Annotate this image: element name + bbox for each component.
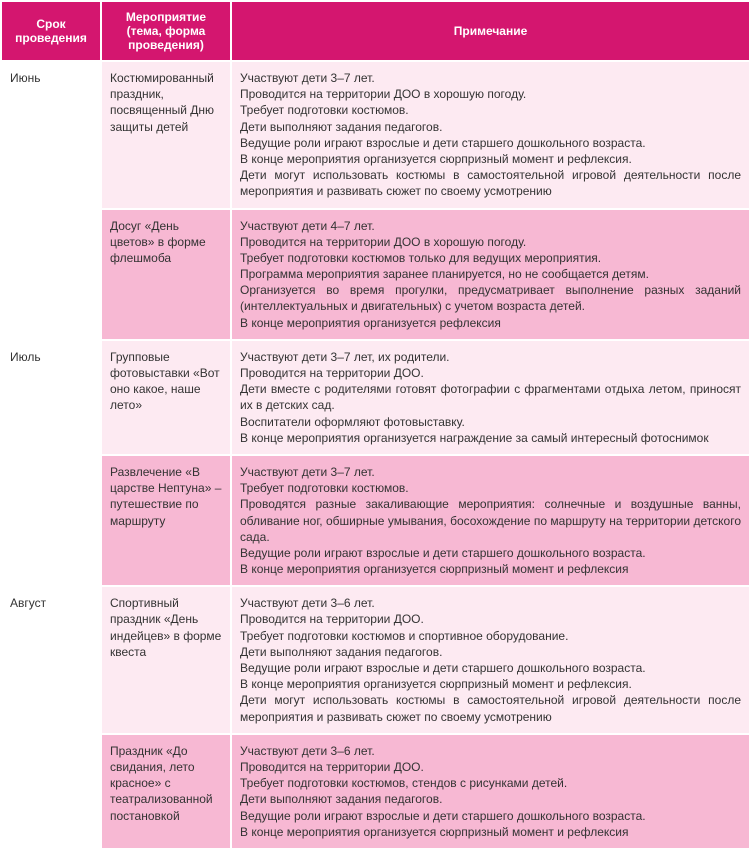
table-row: Июль Групповые фотовыставки «Вот оно как… [1, 340, 749, 455]
event-cell: Групповые фотовыставки «Вот оно какое, н… [101, 340, 231, 455]
note-cell: Участвуют дети 3–6 лет.Проводится на тер… [231, 734, 749, 849]
table-row: Праздник «До свидания, лето красное» с т… [1, 734, 749, 849]
table-row: Развлечение «В царстве Нептуна» – путеше… [1, 455, 749, 586]
header-period: Срок проведения [1, 1, 101, 61]
header-note: Примечание [231, 1, 749, 61]
month-cell: Июнь [1, 61, 101, 340]
event-cell: Праздник «До свидания, лето красное» с т… [101, 734, 231, 849]
table-row: Досуг «День цветов» в форме флешмоба Уча… [1, 209, 749, 340]
note-cell: Участвуют дети 4–7 лет.Проводится на тер… [231, 209, 749, 340]
note-cell: Участвуют дети 3–6 лет.Проводится на тер… [231, 586, 749, 734]
header-row: Срок проведения Мероприятие (тема, форма… [1, 1, 749, 61]
event-cell: Спортивный праздник «День индейцев» в фо… [101, 586, 231, 734]
month-cell: Июль [1, 340, 101, 586]
event-cell: Развлечение «В царстве Нептуна» – путеше… [101, 455, 231, 586]
table-row: Июнь Костюмированный праздник, посвященн… [1, 61, 749, 209]
event-cell: Досуг «День цветов» в форме флешмоба [101, 209, 231, 340]
month-cell: Август [1, 586, 101, 849]
events-table: Срок проведения Мероприятие (тема, форма… [0, 0, 749, 850]
note-cell: Участвуют дети 3–7 лет.Проводится на тер… [231, 61, 749, 209]
table-row: Август Спортивный праздник «День индейце… [1, 586, 749, 734]
event-cell: Костюмированный праздник, посвященный Дн… [101, 61, 231, 209]
note-cell: Участвуют дети 3–7 лет.Требует подготовк… [231, 455, 749, 586]
header-event: Мероприятие (тема, форма проведения) [101, 1, 231, 61]
note-cell: Участвуют дети 3–7 лет, их родители.Пров… [231, 340, 749, 455]
